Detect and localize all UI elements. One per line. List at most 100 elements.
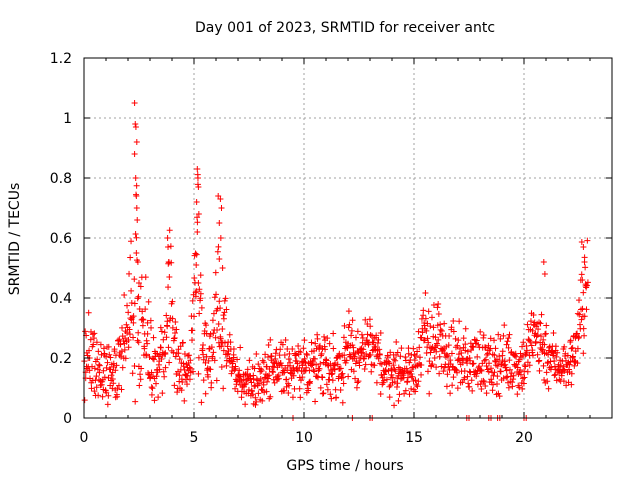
data-point [197,272,204,279]
data-point [402,387,409,394]
data-point [376,351,383,358]
data-point [346,321,353,328]
data-point [217,196,224,202]
data-point [474,353,481,360]
data-point [133,182,140,189]
data-point [583,306,590,313]
data-point [126,270,133,277]
data-point [194,175,201,181]
data-point [209,317,216,324]
data-point [133,250,140,256]
data-point [349,317,356,324]
data-point [196,286,203,293]
data-point [87,336,94,343]
data-point [501,322,508,329]
data-point [106,351,113,358]
data-point [258,367,265,374]
data-point [367,331,374,338]
data-point [580,325,587,332]
data-point [242,370,249,377]
data-point [187,357,194,364]
data-point [138,365,145,372]
data-point [505,335,512,342]
data-point [581,332,588,339]
data-point [352,375,359,382]
data-point [130,334,137,341]
data-point [359,334,366,341]
data-point [104,359,111,366]
data-point [447,390,454,397]
data-point [491,352,498,359]
data-point [427,349,434,356]
data-point [540,336,547,343]
data-point [139,316,146,323]
data-point [571,357,578,364]
data-point [205,373,212,380]
data-point [464,373,471,380]
data-point [131,300,138,307]
data-point [242,401,249,408]
data-point [428,314,435,321]
data-point [310,367,317,374]
data-point [212,269,219,276]
data-point [272,350,279,357]
data-point [105,392,112,399]
data-point [224,351,231,358]
data-point [218,364,225,371]
data-point [125,344,132,351]
data-point [136,382,143,389]
data-point [154,350,161,357]
data-point [490,381,497,388]
data-point [195,280,202,286]
data-point [416,344,423,351]
data-point [90,341,97,348]
data-point [438,363,445,370]
data-point [159,390,166,397]
data-point [328,371,335,378]
data-point [487,365,494,372]
data-point [175,350,182,357]
data-point [391,356,398,363]
data-point [576,311,583,318]
data-point [510,372,517,379]
data-point [291,385,298,392]
data-point [214,305,221,312]
data-point [334,361,341,368]
data-point [313,361,320,368]
data-point [143,337,150,344]
data-point [281,351,288,358]
data-point [241,381,248,388]
data-point [132,124,139,130]
data-point [469,360,476,367]
data-point [193,199,200,205]
data-point [178,387,185,394]
data-point [526,337,533,344]
data-point [260,381,267,388]
data-point [295,342,302,349]
data-point [411,351,418,358]
data-point [476,363,483,370]
data-point [297,349,304,356]
data-point [322,346,329,353]
data-point [362,316,369,323]
data-point [541,377,548,384]
data-point [165,259,172,265]
data-point [212,334,219,341]
data-point [492,345,499,352]
data-point [186,352,193,359]
data-point [117,341,124,348]
data-point [505,384,512,391]
data-point [413,352,420,359]
data-point [265,375,272,382]
data-point [519,385,526,392]
data-point [289,345,296,352]
data-point [137,283,144,290]
data-point [581,313,588,320]
data-point [534,332,541,339]
data-point [296,385,303,392]
data-point [554,349,561,356]
data-point [133,234,140,241]
data-point [311,355,318,362]
data-point [456,318,463,325]
data-point [517,366,524,373]
